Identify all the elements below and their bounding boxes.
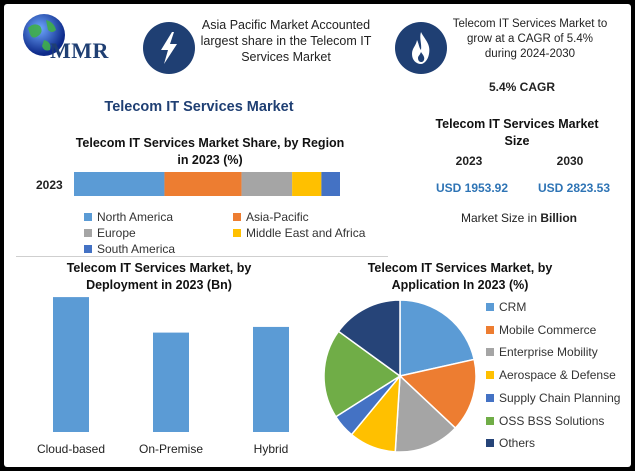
deployment-bar-hybrid [253, 326, 289, 432]
region-bar-category: 2023 [36, 178, 63, 192]
mmr-logo: MMR [14, 10, 134, 63]
application-legend-item-supply-chain-planning: Supply Chain Planning [486, 391, 620, 405]
globe-icon [23, 14, 65, 56]
fact-asia-pacific: Asia Pacific Market Accounted largest sh… [200, 18, 372, 64]
deployment-tick-label: Cloud-based [37, 442, 105, 456]
region-legend-item-north-america: North America [84, 210, 173, 224]
deployment-bar-on-premise [153, 332, 189, 432]
deployment-bar-cloud-based [53, 297, 89, 432]
legend-swatch [486, 303, 494, 311]
pie-slice-mobile-commerce [398, 358, 477, 430]
region-legend-item-asia-pacific: Asia-Pacific [233, 210, 309, 224]
legend-label: Supply Chain Planning [499, 390, 621, 405]
deployment-chart-title: Telecom IT Services Market, by Deploymen… [66, 261, 252, 292]
year-2023: 2023 [455, 154, 483, 168]
year-2030: 2030 [556, 154, 584, 168]
legend-label: OSS BSS Solutions [499, 413, 605, 428]
note-prefix: Market Size in [460, 211, 541, 225]
cagr-label: 5.4% CAGR [488, 80, 556, 94]
legend-swatch [486, 393, 494, 402]
legend-label: Asia-Pacific [246, 210, 309, 224]
deployment-tick-label: Hybrid [254, 442, 289, 456]
legend-swatch [486, 348, 494, 357]
legend-swatch [84, 229, 92, 237]
region-legend-item-middle-east-and-africa: Middle East and Africa [233, 226, 365, 240]
region-legend-item-europe: Europe [84, 226, 136, 240]
legend-label: Enterprise Mobility [499, 345, 598, 360]
region-bar-segment-middle-east-and-africa [292, 172, 322, 196]
application-legend-item-enterprise-mobility: Enterprise Mobility [486, 345, 598, 359]
legend-swatch [84, 245, 92, 253]
region-stacked-bar [74, 172, 340, 196]
pie-slice-enterprise-mobility [394, 374, 457, 453]
legend-label: North America [97, 210, 174, 224]
legend-label: Europe [97, 226, 136, 240]
logo-text: MMR [50, 38, 109, 63]
infographic: MMR Asia Pacific Market Accounted larges… [4, 4, 631, 467]
region-bar-segment-asia-pacific [164, 172, 242, 196]
region-legend-item-south-america: South America [84, 242, 175, 256]
legend-label: Middle East and Africa [246, 226, 366, 240]
region-bar-segment-europe [241, 172, 293, 196]
legend-label: Others [499, 436, 536, 451]
legend-swatch [486, 371, 494, 380]
pie-slice-oss-bss-solutions [323, 330, 402, 418]
market-size-title: Telecom IT Services Market Size [435, 117, 599, 148]
note-unit: Billion [540, 211, 578, 225]
section-divider [16, 256, 388, 257]
region-chart-title: Telecom IT Services Market Share, by Reg… [75, 136, 345, 167]
pie-slice-crm [399, 299, 476, 377]
flame-icon [395, 22, 447, 74]
legend-label: Aerospace & Defense [499, 368, 616, 383]
lightning-icon [143, 22, 195, 74]
deployment-bar-chart: Cloud-based On-Premise Hybrid [37, 297, 289, 456]
deployment-tick-label: On-Premise [139, 442, 203, 456]
value-2030: USD 2823.53 [537, 181, 611, 195]
region-bar-segment-south-america [321, 172, 340, 196]
legend-label: Mobile Commerce [499, 322, 597, 337]
pie-slice-others [337, 299, 401, 378]
fact-cagr: Telecom IT Services Market to grow at a … [452, 18, 608, 60]
region-bar-segment-north-america [74, 172, 165, 196]
legend-swatch [84, 213, 92, 221]
application-legend-item-aerospace-defense: Aerospace & Defense [486, 368, 616, 382]
application-chart-title: Telecom IT Services Market, by Applicati… [367, 261, 553, 292]
application-legend-item-crm: CRM [486, 300, 526, 314]
application-legend-item-others: Others [486, 436, 535, 450]
main-title: Telecom IT Services Market [104, 99, 294, 115]
legend-swatch [233, 229, 241, 237]
legend-swatch [233, 213, 241, 221]
legend-label: South America [97, 242, 176, 256]
application-legend-item-oss-bss-solutions: OSS BSS Solutions [486, 414, 604, 428]
application-legend-item-mobile-commerce: Mobile Commerce [486, 323, 596, 337]
market-size-note: Market Size in Billion [444, 211, 594, 225]
legend-swatch [486, 416, 494, 425]
legend-swatch [486, 439, 494, 448]
value-2023: USD 1953.92 [435, 181, 509, 195]
legend-label: CRM [499, 300, 527, 314]
application-pie-chart [323, 299, 477, 453]
legend-swatch [486, 325, 494, 334]
